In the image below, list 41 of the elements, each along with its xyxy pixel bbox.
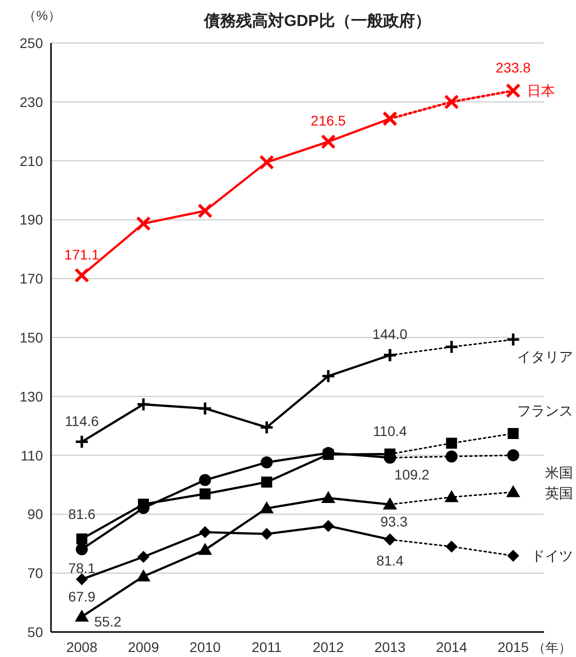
y-tick-label: 70 [27, 565, 44, 582]
data-label: 109.2 [394, 466, 430, 483]
data-label: 78.1 [68, 560, 96, 576]
data-label: 81.4 [376, 552, 404, 569]
data-label: 55.2 [94, 614, 122, 630]
y-tick-label: 90 [27, 506, 44, 522]
x-tick-label: 2012 [312, 639, 344, 655]
y-tick-label: 130 [20, 388, 44, 404]
data-label: 216.5 [310, 112, 346, 129]
x-tick-label: 2008 [66, 639, 98, 655]
data-label: 144.0 [372, 326, 408, 342]
y-tick-label: 250 [20, 35, 44, 51]
x-tick-label: 2009 [128, 639, 160, 655]
data-label: 67.9 [68, 588, 96, 604]
x-tick-label: 2013 [374, 639, 406, 655]
x-tick-label: 2010 [189, 639, 221, 655]
x-axis-title: （年） [532, 640, 572, 655]
series-label: イタリア [517, 348, 573, 365]
x-tick-label: 2015 [498, 639, 529, 655]
y-tick-label: 170 [20, 270, 44, 287]
x-tick-label: 2014 [436, 639, 468, 655]
y-tick-label: 210 [20, 152, 44, 169]
series-label: 日本 [527, 82, 556, 99]
series-label: 英国 [545, 485, 573, 502]
data-label: 81.6 [68, 506, 96, 522]
data-label: 114.6 [64, 412, 100, 429]
data-label: 233.8 [496, 60, 531, 76]
series-label: ドイツ [531, 548, 573, 564]
series-label: 米国 [545, 464, 573, 480]
y-tick-label: 150 [20, 330, 44, 346]
y-tick-label: 230 [20, 94, 44, 110]
y-tick-label: 110 [20, 447, 44, 464]
y-tick-label: 190 [20, 212, 44, 228]
x-tick-label: 2011 [252, 639, 282, 655]
chart-title: 債務残高対GDP比（一般政府） [203, 11, 431, 30]
series-label: フランス [517, 402, 573, 419]
data-label: 171.1 [64, 246, 100, 262]
data-label: 110.4 [372, 423, 408, 440]
y-tick-label: 50 [27, 624, 44, 640]
y-axis-title: （%） [23, 8, 61, 23]
data-label: 93.3 [380, 513, 408, 530]
